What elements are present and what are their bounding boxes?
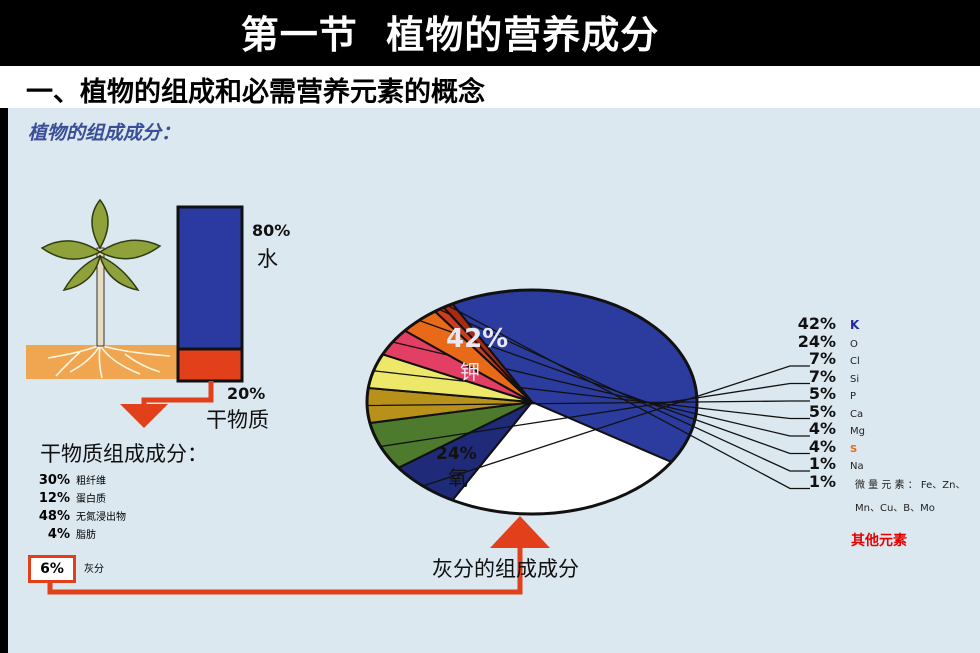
water-pct: 80% [252, 221, 291, 240]
legend-element: Ca [850, 408, 864, 420]
legend-element: O [850, 338, 858, 350]
legend-item: 7% Si [790, 366, 865, 386]
legend-item: 5% Ca [790, 401, 865, 421]
legend-element: K [850, 318, 860, 332]
legend-item: 4% S [790, 436, 865, 456]
list-item: 12% 蛋白质 [24, 490, 126, 508]
component-name: 脂肪 [76, 530, 96, 541]
leader-line-2 [422, 365, 810, 487]
component-pct: 30% [38, 473, 70, 488]
arrow-up-icon [490, 516, 550, 548]
legend-item: 42% K [790, 314, 865, 333]
legend-element: P [850, 391, 857, 402]
leader-line-6 [392, 341, 810, 437]
leader-line-9 [447, 305, 810, 490]
component-name: 蛋白质 [76, 494, 106, 505]
list-item: 30% 粗纤维 [24, 472, 126, 490]
legend-pct: 4% [808, 436, 836, 456]
legend-element: Si [850, 373, 860, 385]
legend-item: 1% Na [790, 454, 865, 473]
panel-title: 植物的组成成分： [28, 122, 181, 144]
leader-line-4 [367, 400, 810, 407]
dry-components-list: 30% 粗纤维 12% 蛋白质 48% 无氮浸出物 4% 脂肪 [24, 472, 126, 544]
list-item: 4% 脂肪 [24, 526, 126, 544]
pie-o-pct: 24% [436, 444, 477, 464]
component-pct: 48% [38, 509, 70, 524]
other-elements-label: 其他元素 [851, 533, 907, 549]
legend-element: S [850, 443, 858, 455]
arrow-head-icon [120, 404, 168, 428]
legend-pct: 7% [808, 349, 836, 368]
pie-legend: 42% K 24% O 7% Cl 7% Si 5% P 5% Ca 4% Mg 4% S 1%… [790, 314, 865, 491]
ash-pct-box: 6% [28, 555, 76, 583]
slide-title: 第一节 植物的营养成分 [240, 13, 660, 57]
legend-item: 24% O [790, 331, 865, 351]
legend-element: Cl [850, 356, 860, 367]
legend-pct: 1% [808, 471, 836, 491]
pie-outline [365, 288, 699, 516]
subtitle-bar: 一、植物的组成和必需营养元素的概念 [0, 66, 980, 108]
component-pct: 4% [47, 527, 70, 542]
pie-k-pct: 42% [446, 324, 509, 354]
dry-matter-pct: 20% [227, 384, 266, 403]
legend-item: 7% Cl [790, 349, 865, 368]
dry-heading: 干物质组成成分： [40, 442, 208, 466]
legend-item: 5% P [790, 384, 865, 403]
legend-item: 4% Mg [790, 419, 865, 438]
dry-matter-bar [176, 347, 244, 383]
legend-pct: 1% [808, 454, 836, 473]
component-pct: 12% [38, 491, 70, 506]
leader-line-7 [418, 319, 810, 455]
soil [26, 345, 186, 379]
legend-pct: 4% [808, 419, 836, 438]
legend-pct: 7% [808, 366, 836, 386]
legend-element: Na [850, 461, 864, 472]
legend-pct: 5% [808, 401, 836, 421]
list-item: 48% 无氮浸出物 [24, 508, 126, 526]
micro-elements-note: 微 量 元 素 ： Fe、Zn、Mn、Cu、B、Mo [855, 480, 966, 514]
leader-line-3 [380, 382, 810, 448]
component-name: 粗纤维 [76, 476, 106, 487]
ash-heading: 灰分的组成成分 [432, 557, 579, 581]
water-label: 水 [257, 247, 278, 271]
leaf-icon [40, 198, 162, 292]
dry-matter-label: 干物质 [206, 408, 269, 432]
pie-k-name: 钾 [460, 360, 480, 384]
ash-name: 灰分 [84, 564, 104, 575]
component-name: 无氮浸出物 [76, 512, 126, 523]
legend-element: Mg [850, 426, 865, 437]
legend-pct: 42% [797, 314, 836, 333]
subtitle-text: 一、植物的组成和必需营养元素的概念 [26, 77, 485, 108]
ash-connector [47, 545, 523, 595]
pie-o-name: 氧 [448, 466, 468, 490]
legend-pct: 5% [808, 384, 836, 403]
legend-pct: 24% [797, 331, 836, 351]
legend-item: 1% [790, 471, 865, 491]
